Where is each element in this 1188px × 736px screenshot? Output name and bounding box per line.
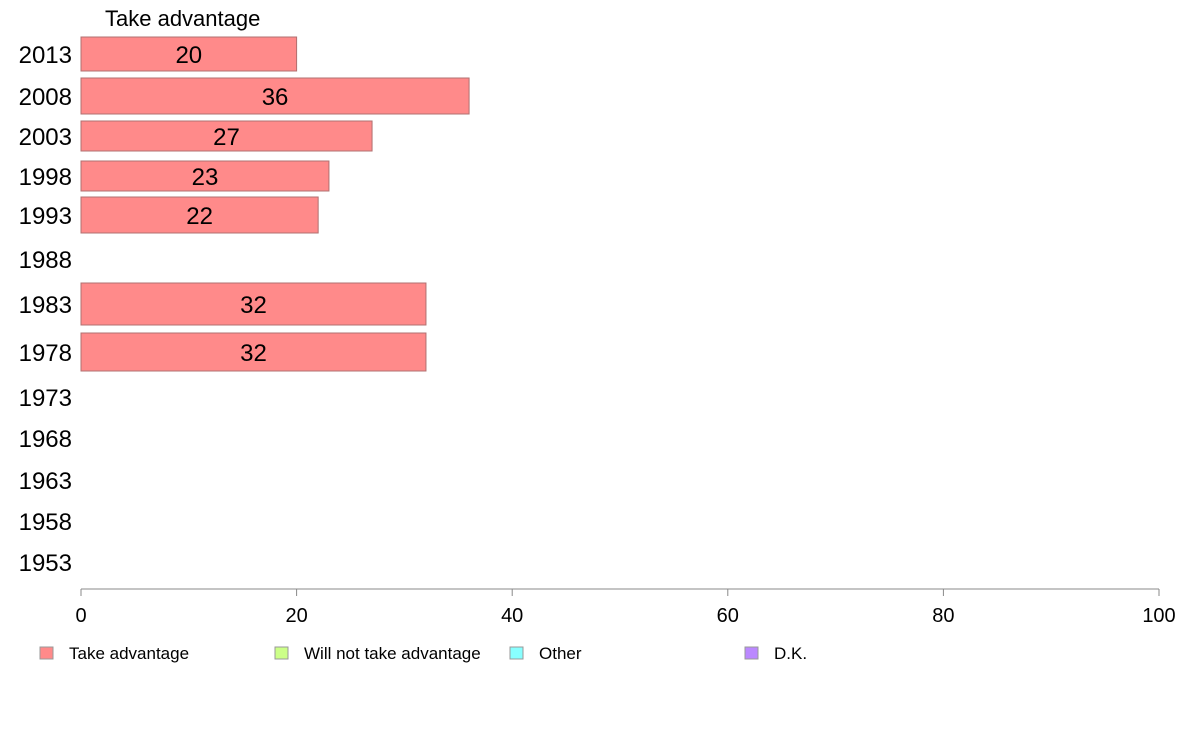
bar-1993: [80, 196, 319, 234]
bar-1983: [80, 282, 427, 326]
legend-label-other: Other: [539, 644, 582, 663]
bar-1978: [80, 332, 427, 372]
legend-swatch-d-k: [744, 646, 759, 660]
year-label-1953: 1953: [19, 550, 72, 577]
year-label-2008: 2008: [19, 84, 72, 111]
year-label-1978: 1978: [19, 340, 72, 367]
data-label-1998: 23: [192, 164, 219, 191]
legend-swatch-take-advantage: [39, 646, 54, 660]
data-label-1993: 22: [186, 203, 213, 230]
bar-2013: [80, 36, 298, 72]
x-tick-label-80: 80: [932, 605, 954, 627]
legend: Take advantage Will not take advantage Oth…: [39, 644, 807, 663]
legend-swatch-other: [509, 646, 524, 660]
year-label-1983: 1983: [19, 292, 72, 319]
x-tick-label-60: 60: [717, 605, 739, 627]
year-label-2003: 2003: [19, 124, 72, 151]
year-label-1988: 1988: [19, 247, 72, 274]
x-tick-label-0: 0: [75, 605, 86, 627]
year-label-1968: 1968: [19, 426, 72, 453]
year-label-2013: 2013: [19, 42, 72, 69]
data-label-2013: 20: [175, 42, 202, 69]
x-tick-label-100: 100: [1142, 605, 1175, 627]
x-axis: 0 20 40 60 80 100: [75, 588, 1176, 627]
year-label-1993: 1993: [19, 203, 72, 230]
year-label-1973: 1973: [19, 385, 72, 412]
legend-label-d-k: D.K.: [774, 644, 807, 663]
year-label-1958: 1958: [19, 509, 72, 536]
data-label-2008: 36: [262, 84, 289, 111]
bar-2003: [80, 120, 373, 152]
bar-1998: [80, 160, 330, 192]
legend-swatch-will-not-take-advantage: [274, 646, 289, 660]
series-title: Take advantage: [105, 6, 260, 31]
legend-label-will-not-take-advantage: Will not take advantage: [304, 644, 481, 663]
legend-label-take-advantage: Take advantage: [69, 644, 189, 663]
data-label-1978: 32: [240, 340, 267, 367]
x-tick-label-20: 20: [285, 605, 307, 627]
bars: 20 36 27 23 22 32 32: [80, 36, 470, 372]
bar-2008: [80, 77, 470, 115]
year-labels: 2013 2008 2003 1998 1993 1988 1983 1978 1973 1968…: [19, 42, 72, 577]
data-label-2003: 27: [213, 124, 240, 151]
x-tick-label-40: 40: [501, 605, 523, 627]
year-label-1963: 1963: [19, 468, 72, 495]
year-label-1998: 1998: [19, 164, 72, 191]
data-label-1983: 32: [240, 292, 267, 319]
